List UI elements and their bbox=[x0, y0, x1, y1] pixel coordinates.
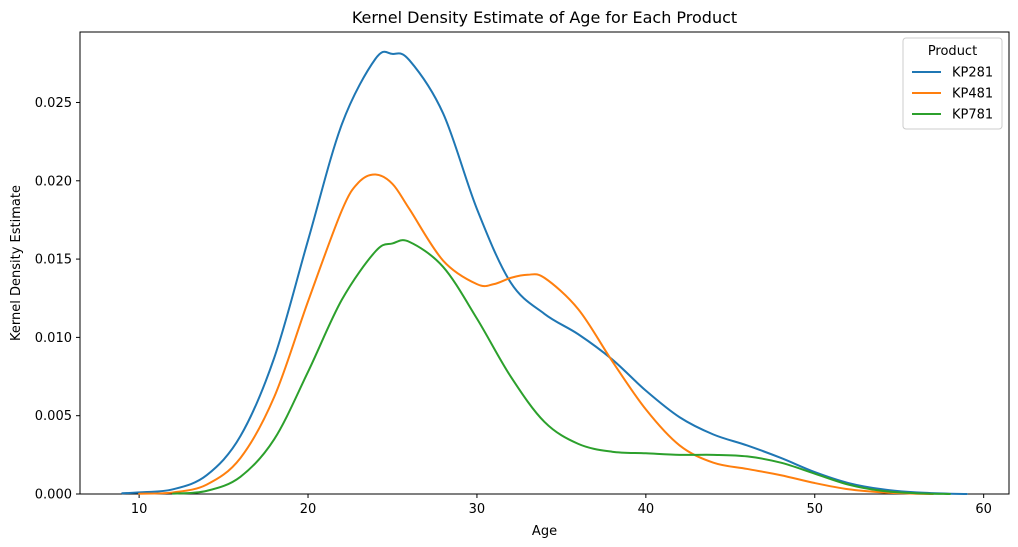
x-tick-label: 10 bbox=[131, 502, 148, 517]
y-tick-label: 0.025 bbox=[35, 96, 72, 111]
legend-title: Product bbox=[928, 44, 977, 59]
x-tick-label: 60 bbox=[975, 502, 992, 517]
y-tick-label: 0.015 bbox=[35, 253, 72, 268]
x-tick-label: 30 bbox=[469, 502, 486, 517]
legend-item-kp281: KP281 bbox=[912, 66, 993, 81]
legend-item-kp781: KP781 bbox=[912, 108, 993, 123]
y-tick-label: 0.020 bbox=[35, 174, 72, 189]
legend-box bbox=[902, 37, 1003, 130]
chart-title: Kernel Density Estimate of Age for Each … bbox=[352, 8, 737, 27]
legend-items: KP281 KP481 KP781 bbox=[912, 66, 993, 123]
y-tick-label: 0.000 bbox=[35, 488, 72, 503]
series-lines bbox=[121, 50, 968, 495]
series-line-kp281 bbox=[121, 50, 968, 495]
x-tick-label: 40 bbox=[638, 502, 655, 517]
y-tick-label: 0.010 bbox=[35, 331, 72, 346]
x-tick-label: 20 bbox=[300, 502, 317, 517]
legend: Product KP281 KP481 KP781 bbox=[902, 37, 1003, 130]
axis-ticks: 10 20 30 40 50 60 0.000 0.005 0.010 0.015 0.020 0.0… bbox=[35, 96, 992, 517]
y-tick-label: 0.005 bbox=[35, 409, 72, 424]
legend-label: KP781 bbox=[952, 108, 993, 123]
series-line-kp781 bbox=[171, 239, 951, 495]
plot-area bbox=[79, 31, 1010, 495]
legend-item-kp481: KP481 bbox=[912, 87, 993, 102]
x-axis-label: Age bbox=[532, 524, 557, 539]
legend-label: KP281 bbox=[952, 66, 993, 81]
series-line-kp481 bbox=[138, 173, 934, 495]
y-axis-label: Kernel Density Estimate bbox=[9, 185, 24, 341]
legend-label: KP481 bbox=[952, 87, 993, 102]
x-tick-label: 50 bbox=[806, 502, 823, 517]
